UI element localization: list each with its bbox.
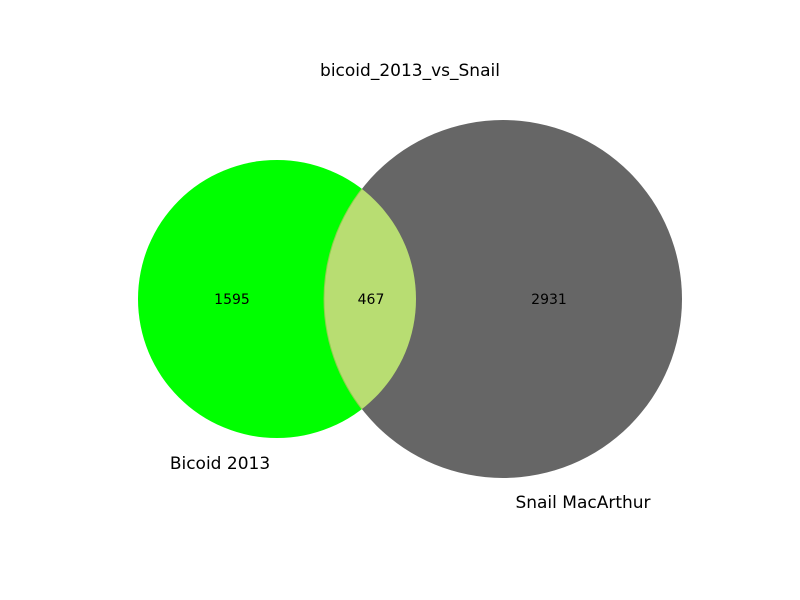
set-circle-snail [324,120,682,478]
count-intersection: 467 [358,292,385,308]
set-label-snail: Snail MacArthur [515,493,650,513]
count-snail-only: 2931 [531,292,567,308]
chart-title: bicoid_2013_vs_Snail [320,61,500,81]
count-bicoid-only: 1595 [214,292,250,308]
set-label-bicoid: Bicoid 2013 [170,454,270,474]
